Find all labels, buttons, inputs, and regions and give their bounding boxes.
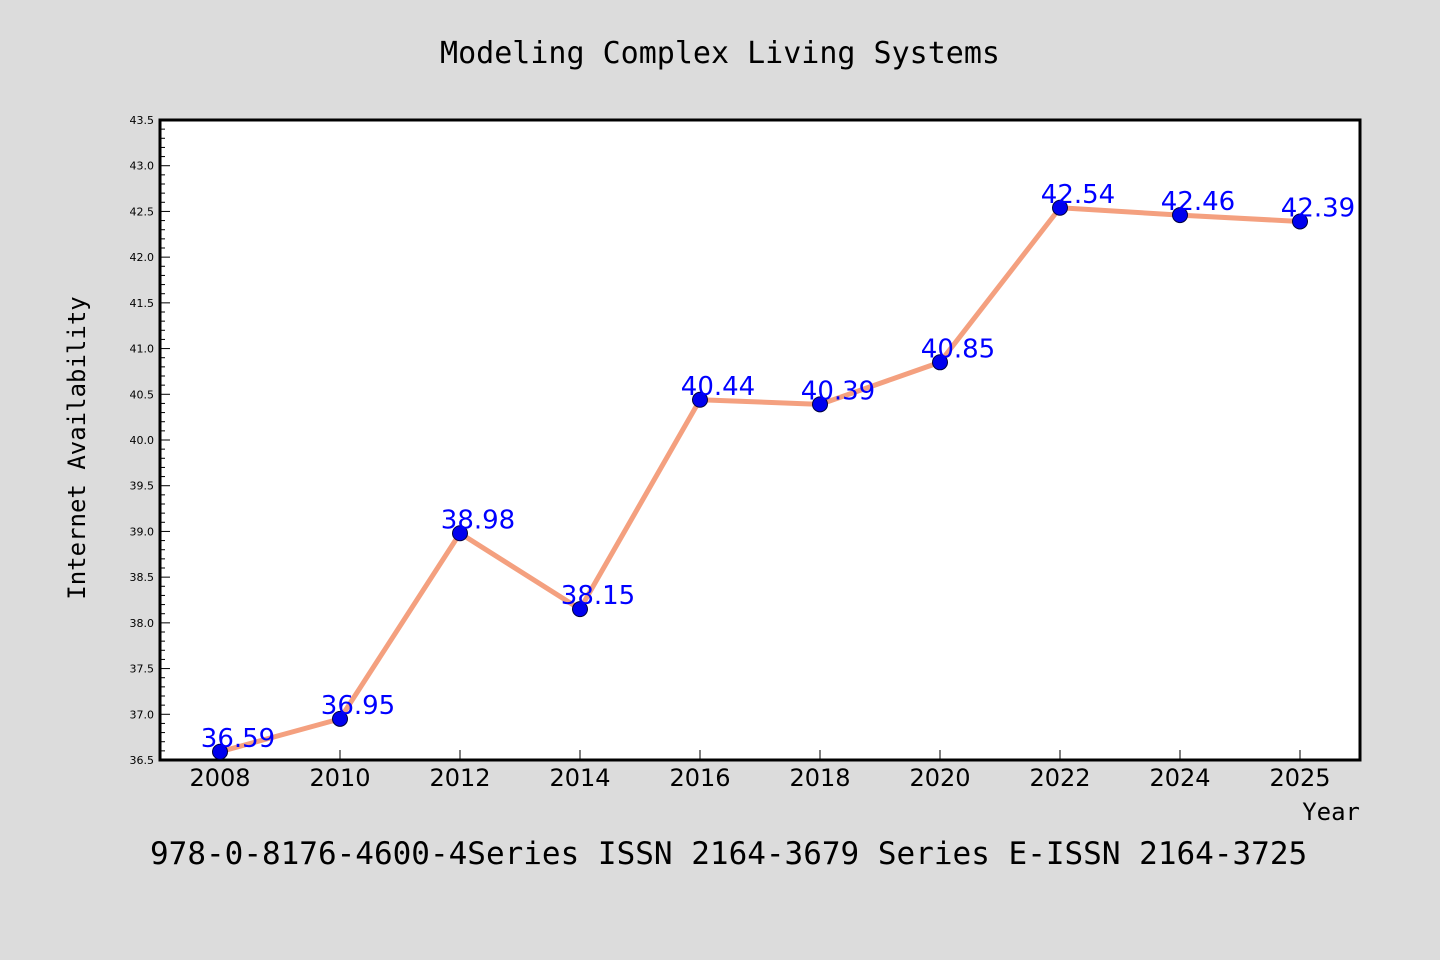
data-point	[932, 354, 948, 371]
data-point	[812, 396, 828, 413]
y-tick-label: 38.5	[130, 571, 155, 584]
data-point	[1052, 199, 1068, 216]
y-tick-label: 38.0	[130, 617, 155, 630]
y-tick-label: 40.0	[130, 434, 155, 447]
y-axis-title: Internet Availability	[63, 296, 91, 599]
x-tick-label: 2016	[669, 764, 730, 792]
y-tick-label: 36.5	[130, 754, 155, 767]
series-group: 36.59 36.95 38.98 38.15 40.44 40.39 40.85 42.54…	[201, 180, 1355, 760]
x-tick-label: 2020	[909, 764, 970, 792]
y-tick-label: 43.0	[130, 160, 155, 173]
footer-isbn-text: 978-0-8176-4600-4Series ISSN 2164-3679 S…	[150, 836, 1307, 872]
data-label: 42.54	[1041, 180, 1115, 210]
data-point	[332, 710, 348, 727]
x-tick-label: 2010	[309, 764, 370, 792]
y-tick-label: 42.5	[130, 205, 155, 218]
y-tick-label: 41.5	[130, 297, 155, 310]
x-tick-label: 2012	[429, 764, 490, 792]
data-point	[572, 601, 588, 618]
y-tick-label: 41.0	[130, 343, 155, 356]
y-tick-label: 37.0	[130, 708, 155, 721]
data-label: 36.95	[321, 691, 395, 721]
data-point	[1292, 213, 1308, 230]
data-label: 40.85	[921, 334, 995, 364]
y-tick-label: 42.0	[130, 251, 155, 264]
x-axis-title: Year	[1302, 798, 1360, 826]
y-tick-label: 39.0	[130, 525, 155, 538]
x-tick-label: 2018	[789, 764, 850, 792]
chart-title: Modeling Complex Living Systems	[440, 36, 1000, 71]
data-point	[1172, 207, 1188, 224]
y-tick-label: 37.5	[130, 663, 155, 676]
x-tick-label: 2008	[189, 764, 250, 792]
x-axis: 2008 2010 2012 2014 2016 2018 2020 2022 2024 2025	[189, 750, 1331, 792]
y-tick-label: 43.5	[130, 114, 155, 127]
data-label: 40.39	[801, 376, 875, 406]
x-tick-label: 2022	[1029, 764, 1090, 792]
data-point	[452, 525, 468, 542]
data-label: 42.46	[1161, 187, 1235, 217]
series-line	[217, 205, 1303, 755]
data-label: 38.15	[561, 581, 635, 611]
x-tick-label: 2014	[549, 764, 610, 792]
plot-area	[158, 118, 1362, 762]
x-tick-label: 2025	[1269, 764, 1330, 792]
y-tick-label: 39.5	[130, 480, 155, 493]
data-point	[692, 391, 708, 408]
data-label: 38.98	[441, 505, 515, 535]
y-axis: 36.5 37.0 37.5 38.0 38.5 39.0 39.5 40.0 40.5 41.0…	[130, 114, 170, 767]
data-label: 36.59	[201, 724, 275, 754]
data-label: 40.44	[681, 372, 755, 402]
data-point	[212, 743, 228, 760]
x-tick-label: 2024	[1149, 764, 1210, 792]
data-label: 42.39	[1281, 193, 1355, 223]
y-tick-label: 40.5	[130, 388, 155, 401]
